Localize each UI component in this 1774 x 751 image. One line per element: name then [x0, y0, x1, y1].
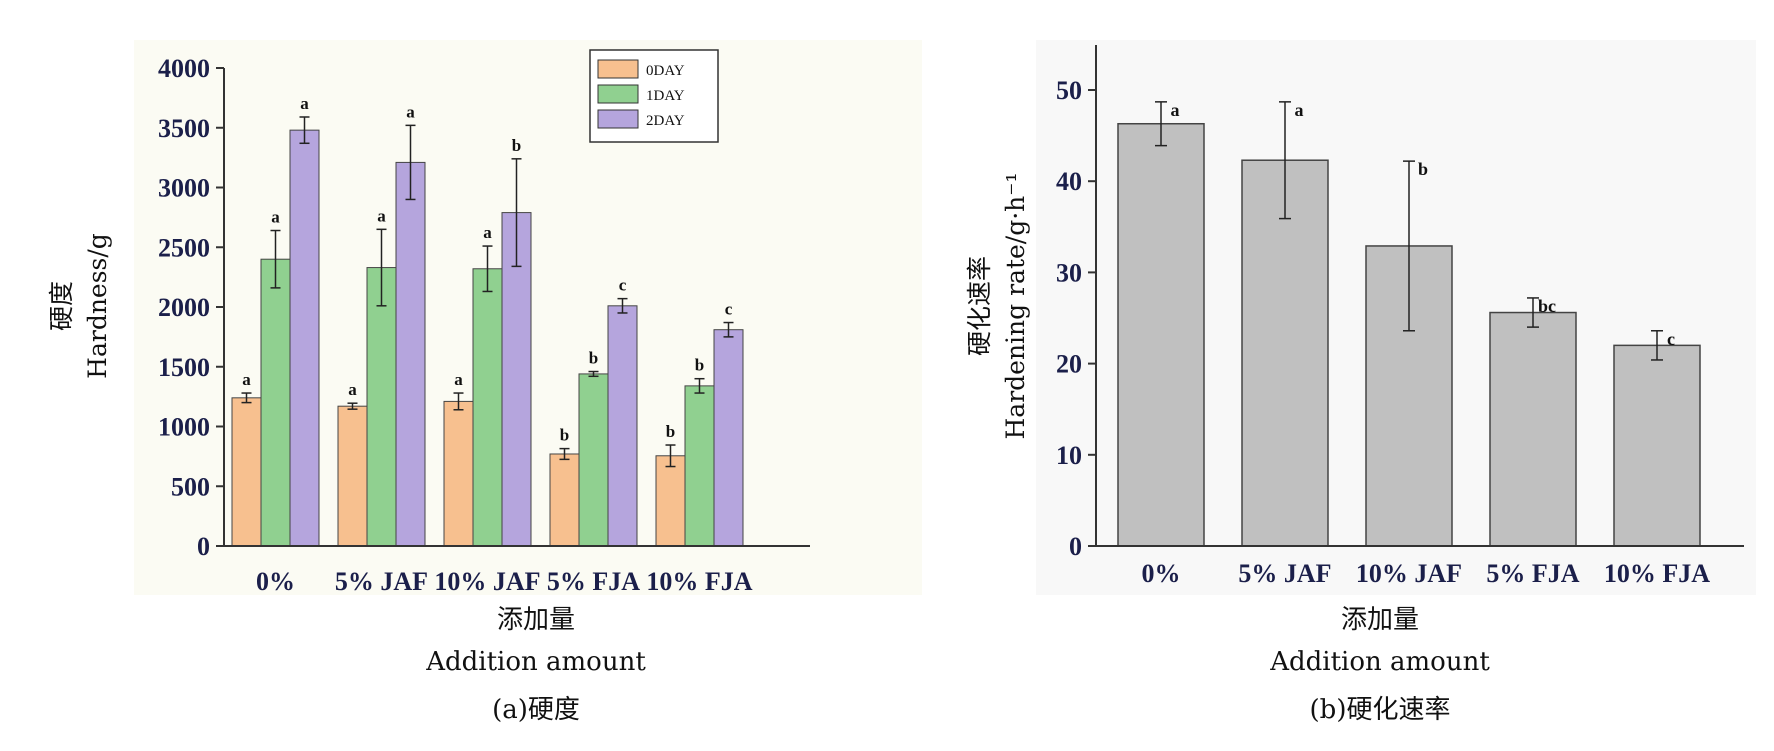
panel-a-y-tick-label: 1000: [158, 413, 210, 442]
panel-b-bars: a 0% a 5% JAF b 10% JAF bc 5% FJA c 10% FJA: [1117, 100, 1710, 588]
panel-b-significance-letter: b: [1418, 159, 1428, 179]
panel-a-significance-letter: a: [377, 206, 386, 225]
panel-b-y-label-en: Hardening rate/g·h⁻¹: [1001, 173, 1030, 440]
panel-a-category-label: 10% FJA: [646, 567, 752, 596]
panel-a-bar-0day: [549, 453, 580, 547]
panel-b: 0 10 20 30 40 50 a 0% a 5% JAF b 10% JAF bc 5% FJA c 1…: [965, 40, 1756, 725]
panel-a-y-label-cn: 硬度: [47, 281, 76, 331]
panel-a-y-label-en: Hardness/g: [83, 233, 112, 379]
panel-b-category-label: 5% FJA: [1486, 559, 1579, 588]
panel-a-x-label-cn: 添加量: [497, 605, 575, 635]
panel-a-significance-letter: c: [619, 276, 627, 295]
panel-a-y-tick-label: 3500: [158, 114, 210, 143]
panel-b-category-label: 0%: [1142, 559, 1181, 588]
panel-b-bar: [1489, 311, 1577, 547]
panel-a-y-tick-label: 4000: [158, 54, 210, 83]
panel-a-y-tick-label: 2500: [158, 233, 210, 262]
legend-label-0day: 0DAY: [646, 63, 685, 79]
panel-a-x-label-en: Addition amount: [425, 647, 646, 677]
panel-a-y-tick-label: 3000: [158, 174, 210, 203]
panel-b-significance-letter: a: [1171, 100, 1180, 120]
panel-b-significance-letter: bc: [1538, 296, 1556, 316]
panel-b-bar: [1613, 344, 1701, 547]
panel-a-category-label: 5% FJA: [547, 567, 640, 596]
panel-a-significance-letter: a: [242, 370, 251, 389]
legend-swatch-0day: [597, 59, 639, 79]
panel-a-significance-letter: a: [348, 380, 357, 399]
panel-a-significance-letter: a: [406, 102, 415, 121]
panel-a-significance-letter: a: [483, 223, 492, 242]
panel-b-y-tick-label: 10: [1056, 441, 1082, 470]
panel-b-y-label-cn: 硬化速率: [965, 256, 994, 356]
panel-a-y-label: 硬度 Hardness/g: [47, 233, 112, 379]
legend-label-2day: 2DAY: [646, 113, 685, 129]
legend-swatch-1day: [597, 84, 639, 104]
panel-a-y-tick-label: 500: [171, 472, 210, 501]
panel-a-bar-0day: [655, 455, 686, 547]
panel-a-bar-1day: [578, 373, 609, 547]
panel-b-x-label-en: Addition amount: [1269, 647, 1490, 677]
panel-a-category-label: 10% JAF: [434, 567, 540, 596]
panel-a-significance-letter: b: [695, 356, 704, 375]
panel-b-caption: (b)硬化速率: [1310, 695, 1451, 725]
panel-a-significance-letter: b: [512, 136, 521, 155]
panel-a-category-label: 5% JAF: [335, 567, 428, 596]
panel-b-y-tick-label: 0: [1069, 532, 1082, 561]
panel-a-significance-letter: a: [454, 370, 463, 389]
legend-label-1day: 1DAY: [646, 88, 685, 104]
panel-a-ticks: 0 500 1000 1500 2000 2500 3000 3500 4000: [158, 54, 224, 561]
panel-a-y-tick-label: 0: [197, 532, 210, 561]
panel-b-category-label: 10% JAF: [1356, 559, 1462, 588]
panel-a-bar-1day: [366, 267, 397, 547]
panel-b-ticks: 0 10 20 30 40 50: [1056, 76, 1096, 561]
panel-b-y-tick-label: 50: [1056, 76, 1082, 105]
panel-a-significance-letter: b: [560, 426, 569, 445]
panel-a-bars: a a a 0% a a a 5% JAF a a b 10% JAF b b c 5% FJA b b c 10% …: [231, 94, 753, 596]
panel-a-bar-0day: [443, 400, 474, 547]
panel-a-bar-1day: [472, 268, 503, 547]
panel-a-caption: (a)硬度: [492, 695, 580, 725]
panel-b-category-label: 10% FJA: [1604, 559, 1710, 588]
panel-b-category-label: 5% JAF: [1238, 559, 1331, 588]
panel-b-bar: [1117, 122, 1205, 547]
panel-a-bar-2day: [607, 305, 638, 547]
panel-a-legend: 0DAY 1DAY 2DAY: [589, 49, 719, 143]
panel-a-bar-2day: [395, 161, 426, 547]
panel-a-significance-letter: b: [589, 349, 598, 368]
panel-b-x-label-cn: 添加量: [1341, 605, 1419, 635]
panel-b-significance-letter: a: [1295, 100, 1304, 120]
panel-a-significance-letter: a: [300, 94, 309, 113]
legend-swatch-2day: [597, 109, 639, 129]
panel-b-y-label: 硬化速率 Hardening rate/g·h⁻¹: [965, 173, 1030, 440]
panel-a-bar-2day: [289, 129, 320, 547]
panel-a-bar-0day: [337, 405, 368, 547]
panel-b-y-tick-label: 20: [1056, 350, 1082, 379]
panel-a-significance-letter: a: [271, 208, 280, 227]
panel-a-bar-2day: [713, 329, 744, 547]
panel-b-y-tick-label: 40: [1056, 167, 1082, 196]
panel-b-significance-letter: c: [1667, 329, 1675, 349]
panel-a-bar-0day: [231, 397, 262, 547]
panel-a-y-tick-label: 1500: [158, 353, 210, 382]
panel-a-category-label: 0%: [256, 567, 295, 596]
panel-b-y-tick-label: 30: [1056, 258, 1082, 287]
panel-a-significance-letter: b: [666, 422, 675, 441]
panel-a-y-tick-label: 2000: [158, 293, 210, 322]
panel-a-significance-letter: c: [725, 300, 733, 319]
panel-a-bar-1day: [260, 258, 291, 547]
panel-a-bar-1day: [684, 385, 715, 547]
